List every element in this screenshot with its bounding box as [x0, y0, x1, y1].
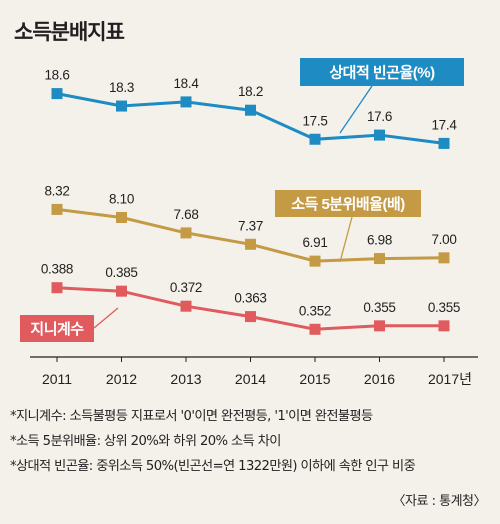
data-label: 17.6	[367, 109, 392, 124]
footnotes: *지니계수: 소득불평등 지표로서 '0'이면 완전평등, '1'이면 완전불평…	[10, 404, 416, 479]
data-point-marker	[438, 252, 450, 264]
data-point-marker	[51, 282, 63, 294]
x-tick-label: 2014	[235, 371, 266, 387]
data-point-marker	[309, 323, 321, 335]
x-tick-label: 2015	[299, 371, 330, 387]
data-point-marker	[374, 253, 385, 265]
data-label: 7.68	[173, 207, 198, 222]
data-point-marker	[51, 203, 63, 215]
data-point-marker	[51, 88, 63, 100]
data-point-marker	[245, 311, 256, 323]
series-legend-label: 소득 5분위배율(배)	[291, 196, 405, 213]
data-point-marker	[180, 300, 192, 312]
series-legend-label: 상대적 빈곤율(%)	[329, 64, 435, 82]
chart-title: 소득분배지표	[14, 20, 125, 44]
footnote-gini: *지니계수: 소득불평등 지표로서 '0'이면 완전평등, '1'이면 완전불평…	[10, 409, 373, 424]
data-point-marker	[116, 100, 127, 112]
data-label: 7.37	[238, 218, 263, 233]
data-label: 0.372	[170, 280, 202, 295]
data-label: 18.2	[238, 84, 263, 99]
data-point-marker	[374, 129, 385, 141]
data-label: 0.363	[234, 291, 266, 306]
data-point-marker	[309, 133, 321, 145]
data-point-marker	[116, 212, 127, 223]
data-label: 0.388	[41, 262, 73, 277]
callout-connector	[93, 307, 119, 329]
data-label: 0.352	[299, 303, 331, 318]
data-point-marker	[180, 96, 192, 108]
x-tick-label: 2016	[364, 371, 395, 387]
series-legend-box	[300, 58, 464, 86]
data-point-marker	[180, 227, 192, 239]
data-label: 7.00	[431, 232, 456, 247]
x-tick-label: 2012	[106, 371, 137, 387]
data-label: 18.4	[173, 76, 199, 91]
source-note: 〈자료 : 통계청〉	[392, 494, 487, 509]
x-tick-label: 2011	[42, 371, 72, 387]
data-point-marker	[245, 238, 256, 250]
data-label: 18.3	[109, 80, 134, 95]
data-point-marker	[438, 137, 450, 149]
data-label: 0.355	[428, 300, 460, 315]
footnote-poverty: *상대적 빈곤율: 중위소득 50%(빈곤선=연 1322만원) 이하에 속한 …	[10, 459, 416, 474]
series-legend-box	[20, 315, 94, 342]
data-label: 18.6	[44, 68, 69, 83]
data-label: 6.98	[367, 233, 392, 248]
data-label: 0.355	[363, 300, 395, 315]
data-label: 17.5	[302, 113, 327, 128]
data-label: 17.4	[431, 117, 457, 132]
data-label: 0.385	[105, 265, 137, 280]
data-point-marker	[438, 320, 450, 332]
callout-connector	[339, 85, 373, 134]
callout-connector	[339, 216, 353, 263]
data-point-marker	[245, 104, 256, 116]
data-label: 8.10	[109, 192, 134, 207]
series-legend-label: 지니계수	[30, 321, 84, 338]
series-legend-box	[275, 190, 421, 217]
data-label: 8.32	[44, 183, 69, 198]
data-label: 6.91	[302, 235, 327, 250]
x-tick-label: 2013	[170, 371, 201, 387]
footnote-quintile: *소득 5분위배율: 상위 20%와 하위 20% 소득 차이	[10, 434, 281, 449]
x-tick-label: 2017년	[428, 371, 472, 387]
data-point-marker	[309, 255, 321, 267]
data-point-marker	[374, 320, 385, 332]
data-point-marker	[116, 285, 127, 297]
